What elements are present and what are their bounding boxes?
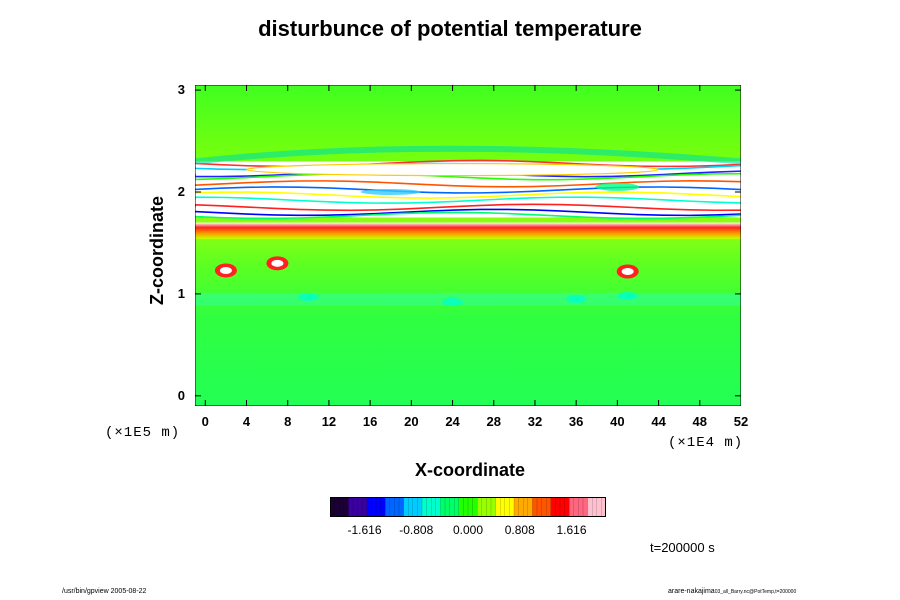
colorbar-swatch [403, 497, 423, 517]
axis-ticks [195, 85, 741, 406]
layer-line [195, 211, 741, 220]
colorbar-swatch [348, 497, 368, 517]
y-tick-label: 1 [177, 285, 185, 301]
layer-line [195, 186, 741, 194]
warm-band [195, 222, 741, 239]
layer-patch [595, 182, 640, 191]
colorbar-swatch [458, 497, 478, 517]
cool-patch [566, 295, 587, 303]
x-tick-label: 36 [568, 414, 584, 429]
x-tick-label: 40 [610, 414, 625, 429]
chart-title: disturbunce of potential temperature [258, 16, 642, 41]
x-tick-label: 44 [651, 414, 666, 429]
colorbar-tick-label: 0.000 [452, 523, 484, 537]
colorbar-tick-label: 1.616 [556, 523, 587, 537]
layer-line [195, 172, 741, 181]
colorbar-tick-label: -0.808 [399, 523, 434, 537]
colorbar-swatch [477, 497, 497, 517]
colorbar-swatch [385, 497, 405, 517]
heatmap-features [195, 145, 741, 307]
plot-background [195, 85, 741, 406]
warm-blob-core [621, 267, 634, 275]
x-tick-label: 28 [486, 414, 501, 429]
layer-line [195, 203, 741, 212]
warm-blob-core [271, 259, 284, 267]
colorbar [330, 497, 606, 517]
warm-blob-core [219, 266, 232, 274]
cool-patch [617, 291, 638, 300]
y-tick-label: 0 [177, 387, 185, 403]
x-tick-label: 20 [404, 414, 419, 429]
cool-patch [442, 298, 463, 307]
time-label: t=200000 s [650, 540, 715, 555]
footer-right-file: 03_all_Barry.nc@PotTemp,t=200000 [714, 589, 797, 595]
colorbar-swatch [495, 497, 515, 517]
cool-layer [195, 292, 741, 306]
x-tick-label: 12 [321, 414, 337, 429]
x-tick-label: 4 [242, 414, 251, 429]
colorbar-swatch [514, 497, 533, 517]
y-axis-label: Z-coordinate [147, 195, 167, 305]
colorbar-swatch [569, 497, 589, 517]
footer-right-name: arare-nakajima [668, 588, 715, 595]
y-tick-label: 2 [177, 184, 185, 199]
colorbar-tick-label: -1.616 [347, 523, 382, 537]
upper-arc [195, 145, 741, 165]
cool-patch [298, 292, 319, 301]
colorbar-swatch [440, 497, 460, 517]
x-tick-label: 48 [692, 414, 708, 429]
colorbar-swatch [330, 497, 349, 517]
colorbar-tick-label: 0.808 [504, 523, 535, 537]
colorbar-swatch [366, 497, 386, 517]
colorbar-swatch [422, 497, 441, 517]
colorbar-frame [330, 497, 606, 517]
layer-line [195, 196, 741, 204]
layer-lens [245, 162, 660, 177]
layer-line [195, 191, 741, 199]
heatmap-plot-area [195, 85, 741, 406]
footer-left: /usr/bin/gpview 2005-08-22 [62, 588, 147, 595]
x-axis-label: X-coordinate [414, 460, 525, 480]
layer-line [195, 180, 741, 188]
colorbar-swatch [550, 497, 570, 517]
colorbar-swatch [532, 497, 552, 517]
x-tick-label: 0 [201, 414, 209, 429]
footer-right: arare-nakajima03_all_Barry.nc@PotTemp,t=… [668, 588, 796, 595]
x-tick-label: 8 [284, 414, 292, 429]
layer-line [195, 208, 741, 217]
y-tick-label: 3 [177, 82, 185, 98]
x-tick-label: 24 [445, 414, 460, 429]
x-tick-label: 32 [527, 414, 543, 429]
x-tick-label: 16 [362, 414, 378, 429]
x-units-label: (×1E4 m) [668, 435, 744, 451]
x-tick-label: 52 [733, 414, 749, 429]
layer-patch [360, 189, 421, 195]
y-units-label: (×1E5 m) [105, 425, 181, 441]
